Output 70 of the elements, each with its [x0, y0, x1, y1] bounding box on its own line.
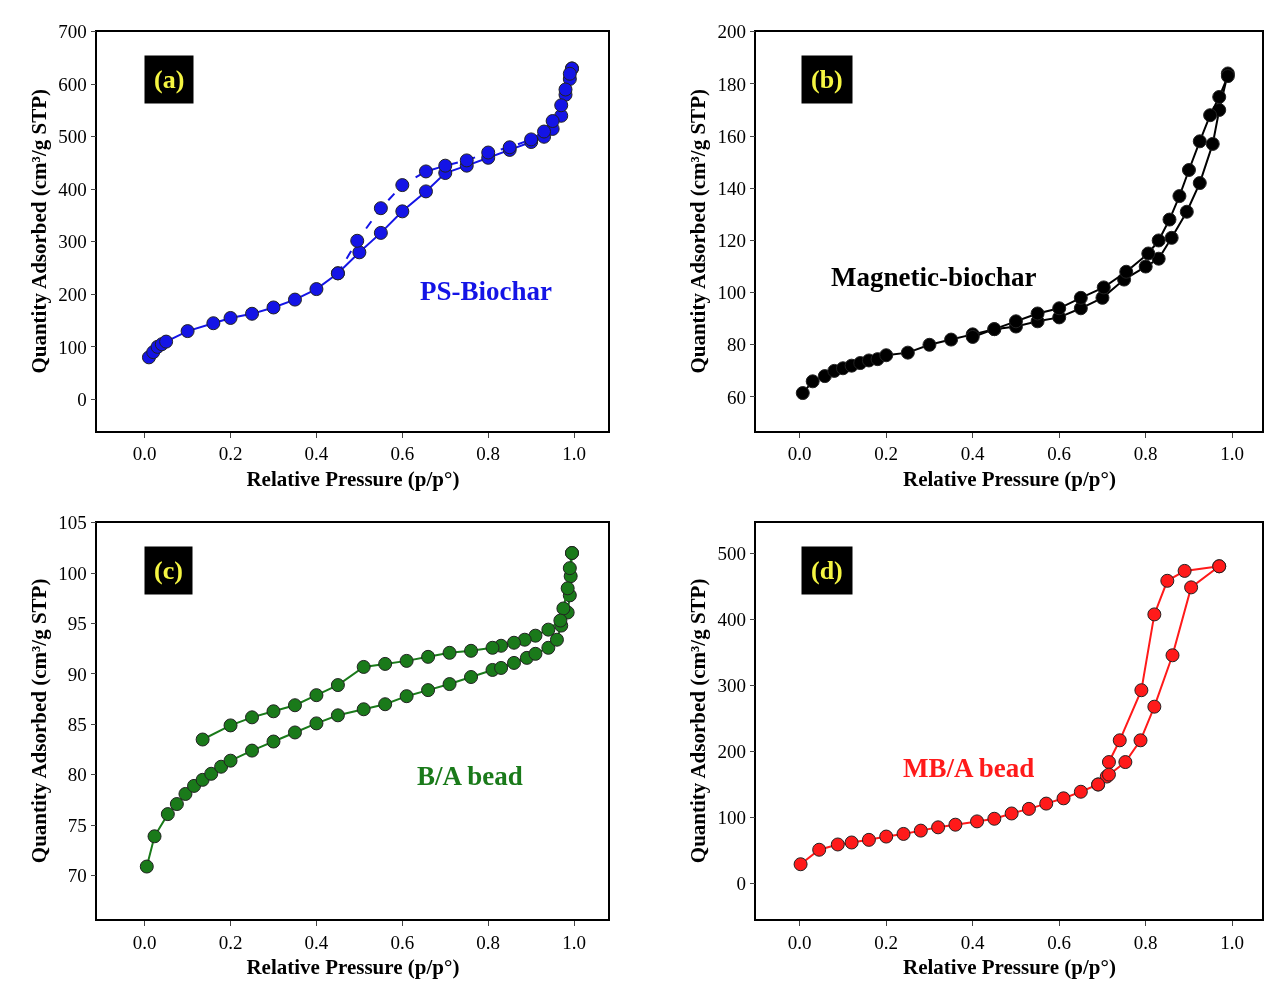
y-axis-title: Quantity Adsorbed (cm³/g STP)	[686, 578, 711, 864]
annotation: MB/A bead	[903, 753, 1035, 783]
y-tick-label: 180	[717, 73, 746, 95]
y-tick-label: 120	[717, 230, 746, 252]
x-tick-label: 0.0	[132, 931, 157, 953]
x-tick-label: 0.8	[1133, 931, 1158, 953]
x-tick-label: 0.4	[960, 443, 986, 465]
y-tick-label: 75	[67, 814, 87, 836]
y-tick-label: 85	[67, 714, 87, 736]
y-tick-label: 500	[58, 126, 87, 148]
x-tick-label: 0.2	[874, 443, 899, 465]
y-tick-label: 105	[58, 512, 87, 534]
y-tick-label: 0	[77, 389, 87, 411]
y-axis-title: Quantity Adsorbed (cm³/g STP)	[27, 89, 52, 374]
x-tick-label: 1.0	[562, 931, 586, 953]
x-tick-label: 0.8	[476, 931, 501, 953]
y-axis-title: Quantity Adsorbed (cm³/g STP)	[686, 89, 711, 374]
y-tick-label: 90	[67, 663, 87, 685]
y-tick-label: 95	[67, 613, 87, 635]
annotation: (c)	[154, 556, 183, 585]
x-tick-label: 1.0	[562, 443, 586, 465]
y-tick-label: 200	[58, 283, 87, 305]
y-tick-label: 300	[58, 231, 87, 253]
y-tick-label: 140	[717, 177, 746, 199]
annotation: Magnetic-biochar	[831, 262, 1037, 292]
annotation: PS-Biochar	[420, 276, 553, 306]
y-tick-label: 100	[58, 336, 87, 358]
x-tick-label: 0.0	[787, 931, 812, 953]
x-tick-label: 0.0	[132, 443, 157, 465]
y-axis-title: Quantity Adsorbed (cm³/g STP)	[27, 578, 52, 864]
x-axis-title: Relative Pressure (p/p°)	[903, 955, 1116, 980]
y-tick-label: 100	[58, 562, 87, 584]
annotation: B/A bead	[417, 761, 523, 791]
y-tick-label: 80	[67, 764, 87, 786]
x-axis-title: Relative Pressure (p/p°)	[903, 467, 1116, 492]
x-tick-label: 0.0	[787, 443, 812, 465]
x-tick-label: 0.8	[1133, 443, 1158, 465]
y-tick-label: 0	[736, 873, 746, 895]
x-tick-label: 0.2	[218, 931, 243, 953]
y-tick-label: 700	[58, 21, 87, 43]
x-tick-label: 0.6	[1047, 931, 1072, 953]
x-tick-label: 0.6	[390, 931, 415, 953]
x-tick-label: 1.0	[1220, 443, 1245, 465]
y-tick-label: 600	[58, 73, 87, 95]
y-tick-label: 400	[58, 178, 87, 200]
annotation: (a)	[154, 65, 185, 94]
x-tick-label: 0.6	[390, 443, 415, 465]
y-tick-label: 200	[717, 741, 746, 763]
x-tick-label: 0.6	[1047, 443, 1072, 465]
annotation: (b)	[811, 65, 843, 94]
x-tick-label: 0.2	[874, 931, 899, 953]
y-tick-label: 80	[726, 334, 746, 356]
x-tick-label: 0.4	[960, 931, 986, 953]
y-tick-label: 160	[717, 125, 746, 147]
x-tick-label: 0.8	[476, 443, 501, 465]
x-tick-label: 0.4	[304, 443, 329, 465]
y-tick-label: 300	[717, 675, 746, 697]
annotation: (d)	[811, 556, 843, 585]
x-tick-label: 0.2	[218, 443, 243, 465]
x-axis-title: Relative Pressure (p/p°)	[246, 467, 460, 492]
x-axis-title: Relative Pressure (p/p°)	[246, 955, 460, 980]
y-tick-label: 70	[67, 865, 87, 887]
y-tick-label: 500	[717, 543, 746, 565]
x-tick-label: 0.4	[304, 931, 329, 953]
x-tick-label: 1.0	[1220, 931, 1245, 953]
y-tick-label: 60	[726, 386, 746, 408]
y-tick-label: 100	[717, 282, 746, 304]
y-tick-label: 100	[717, 807, 746, 829]
y-tick-label: 200	[717, 21, 746, 43]
y-tick-label: 400	[717, 609, 746, 631]
